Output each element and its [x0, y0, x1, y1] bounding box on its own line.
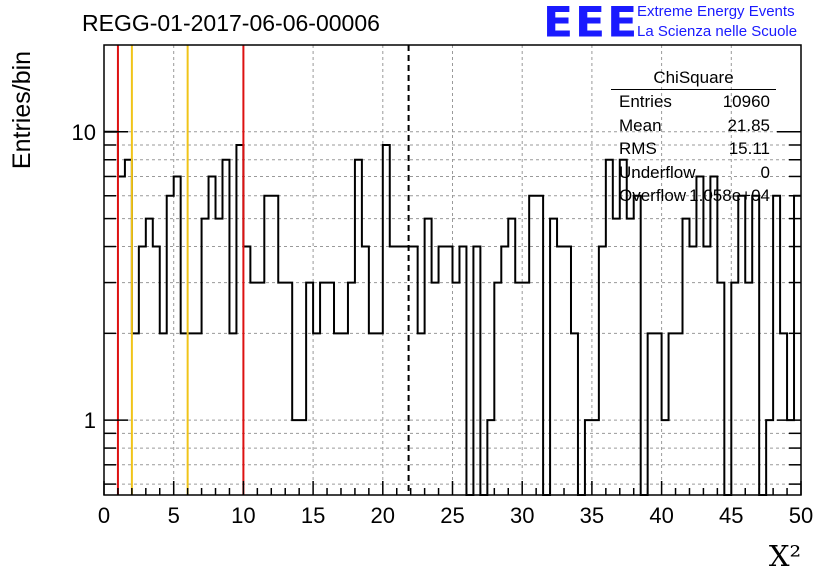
- y-tick-label: 10: [72, 120, 96, 145]
- stats-value: 15.11: [728, 139, 770, 158]
- stats-value: 21.85: [727, 115, 770, 135]
- stats-row: Mean 21.85: [611, 114, 776, 138]
- stats-title: ChiSquare: [611, 67, 776, 90]
- x-tick-label: 10: [231, 503, 255, 528]
- x-axis-label: X²: [769, 539, 801, 572]
- x-tick-label: 30: [510, 503, 534, 528]
- axis-ticks: [103, 131, 802, 495]
- stats-row: Overflow 1.058e+04: [611, 184, 776, 208]
- x-tick-label: 50: [789, 503, 813, 528]
- stats-value: 10960: [722, 92, 770, 111]
- x-tick-label: 0: [98, 503, 110, 528]
- x-tick-label: 35: [580, 503, 604, 528]
- stats-box: ChiSquare Entries 10960 Mean 21.85 RMS 1…: [611, 67, 776, 208]
- histogram-line: [104, 130, 801, 496]
- histogram: [104, 130, 801, 496]
- x-tick-label: 15: [301, 503, 325, 528]
- x-tick-label: 20: [371, 503, 395, 528]
- stats-row: Underflow 0: [611, 161, 776, 185]
- x-tick-label: 5: [168, 503, 180, 528]
- logo-line-1: Extreme Energy Events: [637, 3, 795, 20]
- x-tick-label: 45: [719, 503, 743, 528]
- stats-row: RMS 15.11: [611, 137, 776, 161]
- stats-value: 0: [760, 162, 770, 182]
- reference-lines: [116, 45, 410, 495]
- logo-line-2: La Scienza nelle Scuole: [637, 23, 798, 40]
- axis-tick-labels: 0 5 10 15 20 25 30 35 40 45 50 1 10: [72, 120, 814, 528]
- stats-label: Overflow: [619, 186, 687, 205]
- eee-logo: EEE: [543, 0, 640, 47]
- stats-label: Mean: [619, 115, 662, 135]
- stats-value: 1.058e+04: [689, 186, 770, 205]
- x-tick-label: 40: [649, 503, 673, 528]
- stats-row: Entries 10960: [611, 90, 776, 114]
- y-axis-label: Entries/bin: [8, 51, 36, 169]
- y-tick-label: 1: [84, 408, 96, 433]
- stats-label: Entries: [619, 92, 672, 111]
- run-title: REGG-01-2017-06-06-00006: [82, 10, 380, 36]
- stats-label: Underflow: [619, 162, 696, 182]
- stats-label: RMS: [619, 139, 657, 158]
- x-tick-label: 25: [440, 503, 464, 528]
